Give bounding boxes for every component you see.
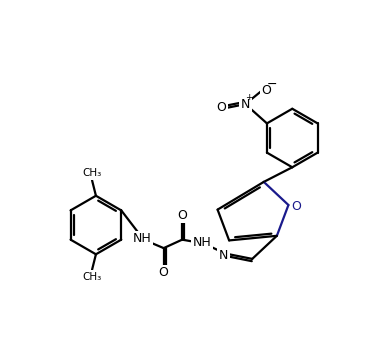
Text: NH: NH <box>193 236 211 249</box>
Text: +: + <box>245 94 253 102</box>
Text: O: O <box>177 208 187 222</box>
Text: −: − <box>267 78 278 92</box>
Text: O: O <box>159 266 168 279</box>
Text: N: N <box>241 98 250 111</box>
Text: N: N <box>219 248 229 262</box>
Text: CH₃: CH₃ <box>82 168 102 179</box>
Text: CH₃: CH₃ <box>82 271 102 282</box>
Text: O: O <box>291 200 301 213</box>
Text: NH: NH <box>133 232 151 245</box>
Text: O: O <box>261 84 271 97</box>
Text: O: O <box>216 102 227 114</box>
